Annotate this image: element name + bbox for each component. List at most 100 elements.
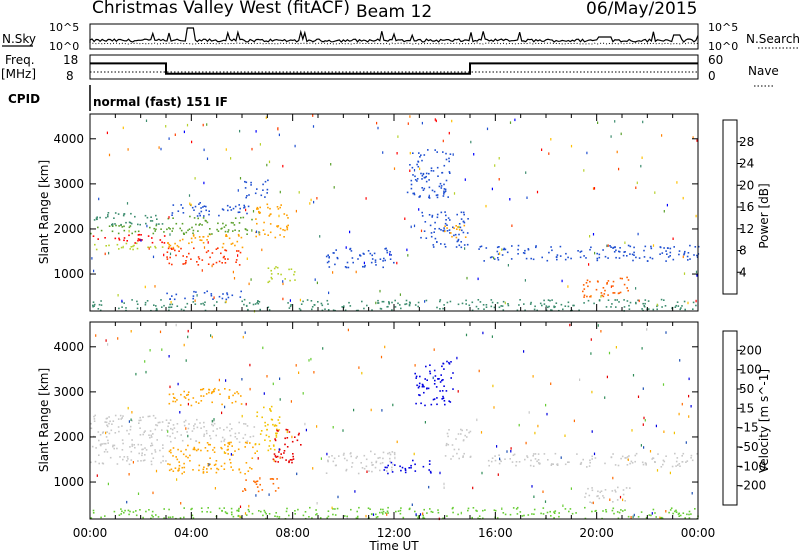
range-gate-cell [269,223,272,225]
range-gate-cell [168,262,171,265]
range-gate-cell [590,295,592,298]
range-gate-cell [458,225,460,229]
range-gate-cell [427,387,430,390]
range-gate-cell [128,234,130,237]
range-gate-cell [648,514,651,516]
range-gate-cell [692,136,694,139]
range-gate-cell [331,455,333,457]
range-gate-cell [393,451,396,454]
range-gate-cell [361,300,363,303]
range-gate-cell [387,512,389,514]
range-gate-cell [456,213,458,216]
range-gate-cell [304,422,306,426]
range-gate-cell [588,494,591,497]
range-gate-cell [485,304,488,306]
range-gate-cell [457,303,460,306]
range-gate-cell [370,261,373,264]
range-gate-cell [266,188,269,191]
scatter-band [244,179,269,199]
range-gate-cell [436,166,439,169]
range-gate-cell [123,511,125,514]
range-gate-cell [225,235,227,237]
range-gate-cell [618,167,620,171]
range-gate-cell [448,400,450,402]
range-gate-cell [594,510,596,512]
range-gate-cell [279,227,282,230]
range-gate-cell [151,514,153,517]
range-gate-cell [412,174,414,176]
range-gate-cell [255,230,258,233]
y-tick-label: 1000 [53,475,84,489]
range-gate-cell [187,456,189,459]
range-gate-cell [453,448,456,451]
range-gate-cell [208,463,210,466]
range-gate-cell [197,264,200,266]
range-gate-cell [601,294,603,297]
range-gate-cell [539,302,542,305]
range-gate-cell [440,187,443,189]
range-gate-cell [338,455,340,457]
range-gate-cell [436,397,438,399]
range-gate-cell [627,244,630,247]
range-gate-cell [333,457,336,460]
range-gate-cell [298,307,301,310]
range-gate-cell [217,247,219,249]
range-gate-cell [682,452,685,455]
range-gate-cell [173,396,175,399]
range-gate-cell [146,216,149,219]
range-gate-cell [230,243,233,245]
range-gate-cell [664,305,667,307]
range-gate-cell [103,451,106,453]
range-gate-cell [106,424,108,426]
range-gate-cell [248,194,250,196]
range-gate-cell [150,460,153,463]
range-gate-cell [191,507,193,510]
range-gate-cell [145,119,148,122]
range-gate-cell [570,487,572,490]
range-gate-cell [297,508,299,511]
range-gate-cell [450,361,452,363]
range-gate-cell [283,450,286,452]
range-gate-cell [181,222,184,225]
range-gate-cell [491,301,494,304]
range-gate-cell [284,443,286,446]
range-gate-cell [225,379,227,382]
range-gate-cell [363,467,366,470]
range-gate-cell [550,515,552,517]
range-gate-cell [187,398,190,401]
range-gate-cell [440,185,443,187]
y-tick-label: 4000 [53,340,84,354]
range-gate-cell [163,231,165,233]
range-gate-cell [646,260,649,262]
range-gate-cell [380,355,383,359]
range-gate-cell [144,447,146,449]
range-gate-cell [152,457,155,459]
range-gate-cell [440,374,442,376]
range-gate-cell [391,471,394,473]
range-gate-cell [529,464,532,467]
range-gate-cell [230,209,233,211]
range-gate-cell [645,516,648,519]
range-gate-cell [466,232,469,234]
range-gate-cell [237,254,239,257]
range-gate-cell [188,228,191,230]
range-gate-cell [243,298,246,301]
range-gate-cell [294,510,296,512]
range-gate-cell [652,244,655,247]
range-gate-cell [554,306,556,308]
range-gate-cell [422,514,424,517]
range-gate-cell [228,397,230,399]
range-gate-cell [151,444,154,447]
range-gate-cell [183,396,186,398]
range-gate-cell [274,438,276,440]
range-gate-cell [234,432,237,435]
range-gate-cell [151,510,154,513]
range-gate-cell [532,453,535,455]
range-gate-cell [277,273,279,275]
range-gate-cell [622,489,625,491]
range-gate-cell [185,262,187,264]
range-gate-cell [212,389,215,391]
range-gate-cell [669,509,672,511]
range-gate-cell [536,460,538,463]
range-gate-cell [570,257,572,260]
